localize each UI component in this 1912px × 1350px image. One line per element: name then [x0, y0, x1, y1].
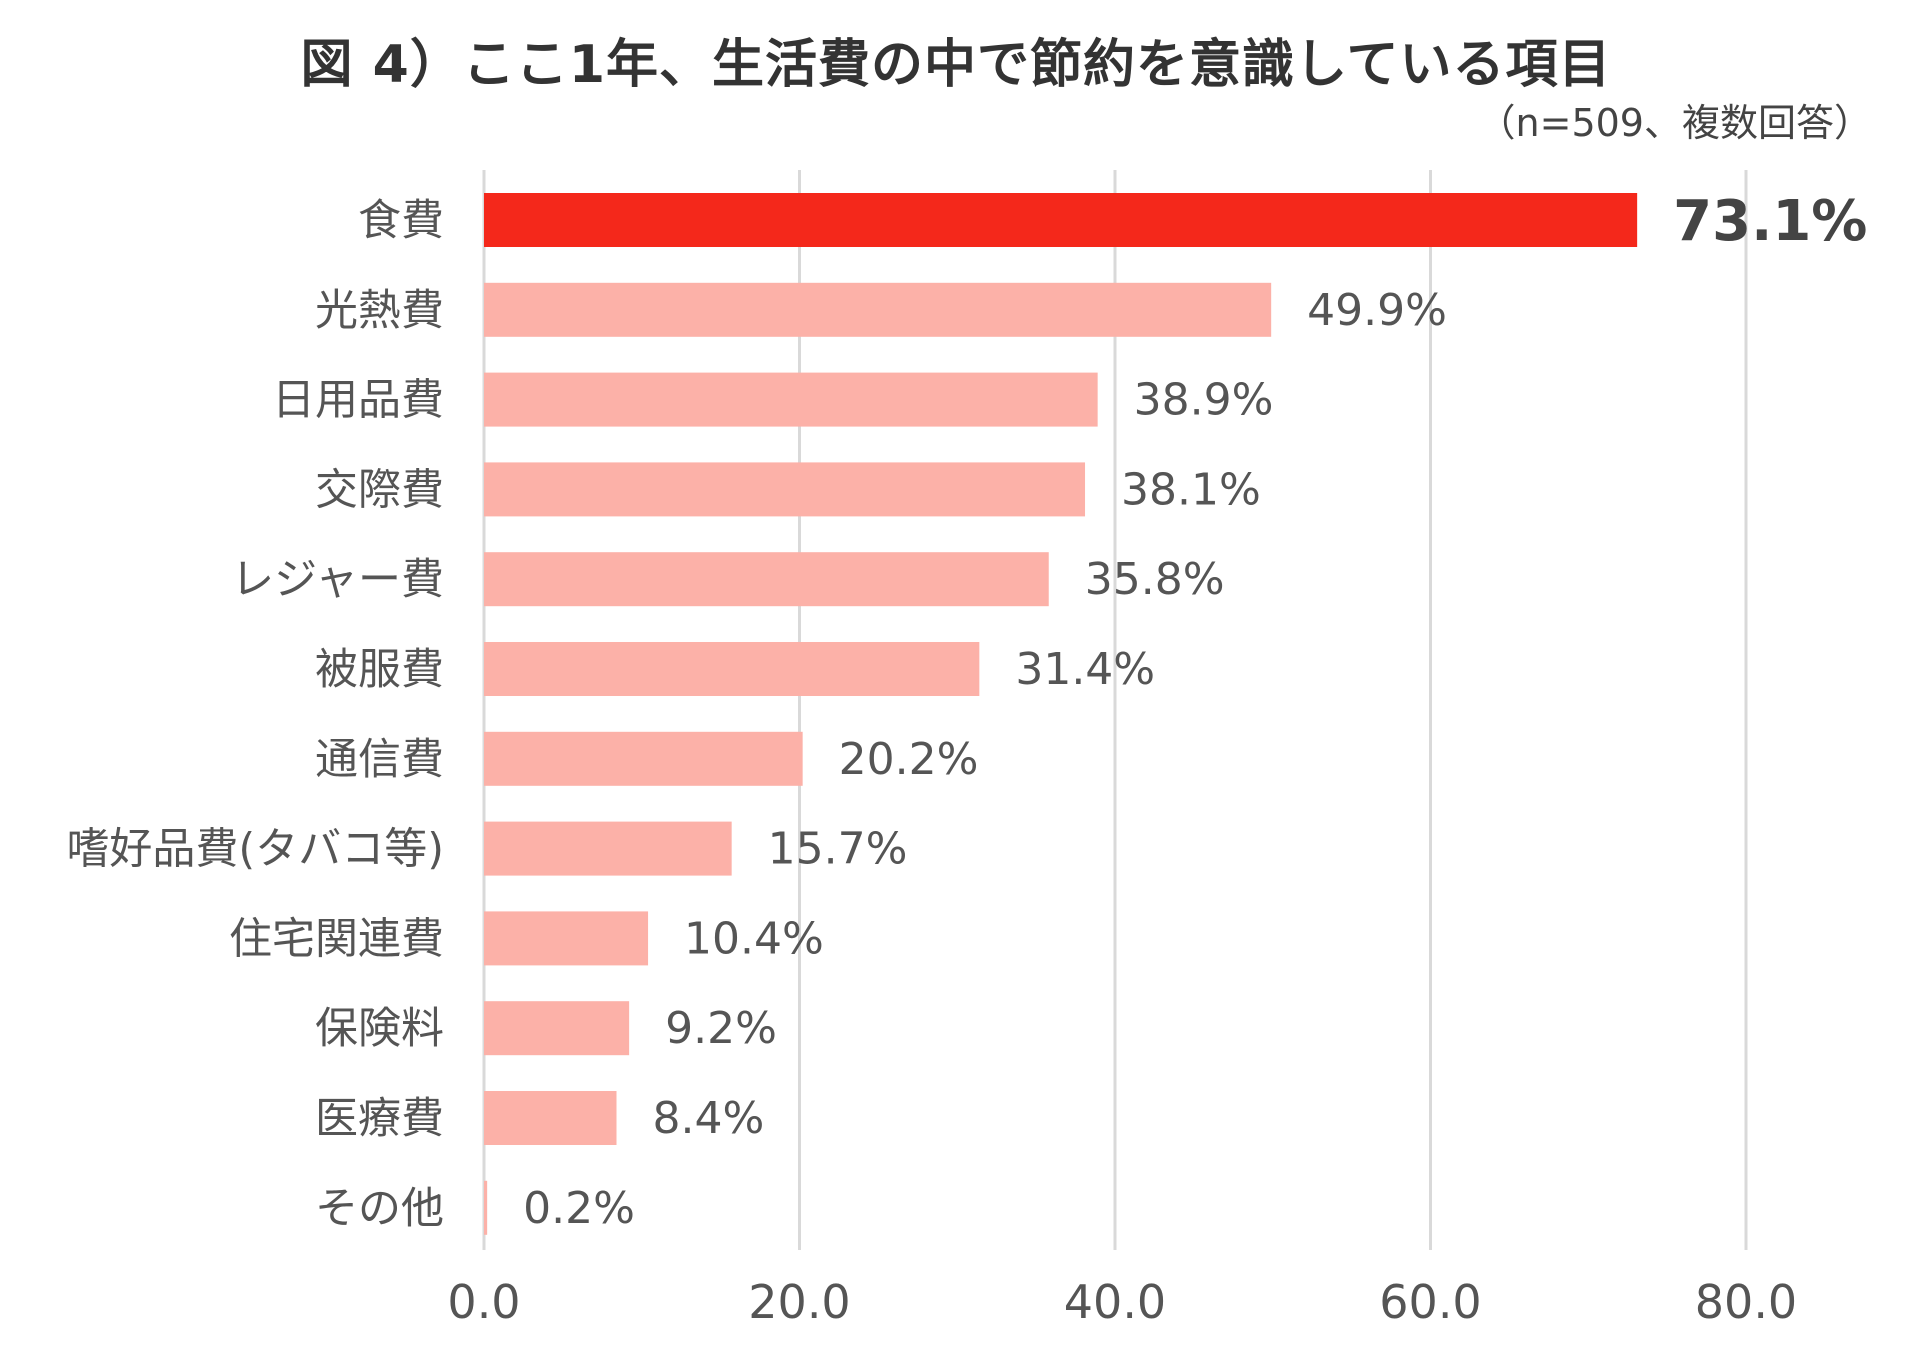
value-label: 20.2% [839, 734, 979, 785]
category-label: 医療費 [315, 1094, 444, 1144]
value-label: 49.9% [1307, 285, 1447, 336]
bar [484, 282, 1272, 337]
x-tick-label: 40.0 [1064, 1275, 1166, 1329]
x-tick-label: 80.0 [1695, 1275, 1797, 1329]
bar [484, 911, 649, 966]
category-label: 嗜好品費(タバコ等) [66, 825, 444, 875]
value-label: 35.8% [1085, 554, 1225, 605]
value-label: 8.4% [653, 1093, 765, 1144]
value-label: 73.1% [1673, 189, 1867, 254]
value-label: 0.2% [523, 1183, 635, 1234]
chart-subtitle: （n=509、複数回答） [1477, 101, 1872, 145]
x-tick-label: 20.0 [748, 1275, 850, 1329]
value-label: 38.9% [1134, 375, 1274, 426]
x-tick-label: 0.0 [447, 1275, 520, 1329]
bar [484, 552, 1049, 607]
category-label: 日用品費 [272, 376, 444, 426]
bar [484, 731, 803, 786]
category-label: その他 [315, 1184, 444, 1234]
bar [484, 821, 732, 876]
category-label: 保険料 [315, 1004, 444, 1054]
value-label: 38.1% [1121, 464, 1261, 515]
bar [484, 1001, 630, 1056]
category-label: レジャー費 [231, 555, 444, 605]
bar [484, 1180, 488, 1235]
category-label: 住宅関連費 [229, 914, 444, 964]
value-label: 15.7% [768, 824, 908, 875]
category-label: 被服費 [315, 645, 444, 695]
value-label: 9.2% [665, 1003, 777, 1054]
bar [484, 193, 1638, 247]
category-label: 食費 [358, 196, 444, 246]
bar [484, 1091, 617, 1145]
value-label: 31.4% [1015, 644, 1155, 695]
category-label: 光熱費 [315, 286, 444, 336]
value-label: 10.4% [684, 913, 824, 964]
bar [484, 462, 1086, 517]
bar [484, 642, 980, 696]
bar [484, 372, 1098, 427]
category-label: 交際費 [315, 465, 444, 515]
x-tick-label: 60.0 [1379, 1275, 1481, 1329]
category-label: 通信費 [315, 735, 444, 785]
chart-title: 図 4）ここ1年、生活費の中で節約を意識している項目 [300, 35, 1612, 95]
